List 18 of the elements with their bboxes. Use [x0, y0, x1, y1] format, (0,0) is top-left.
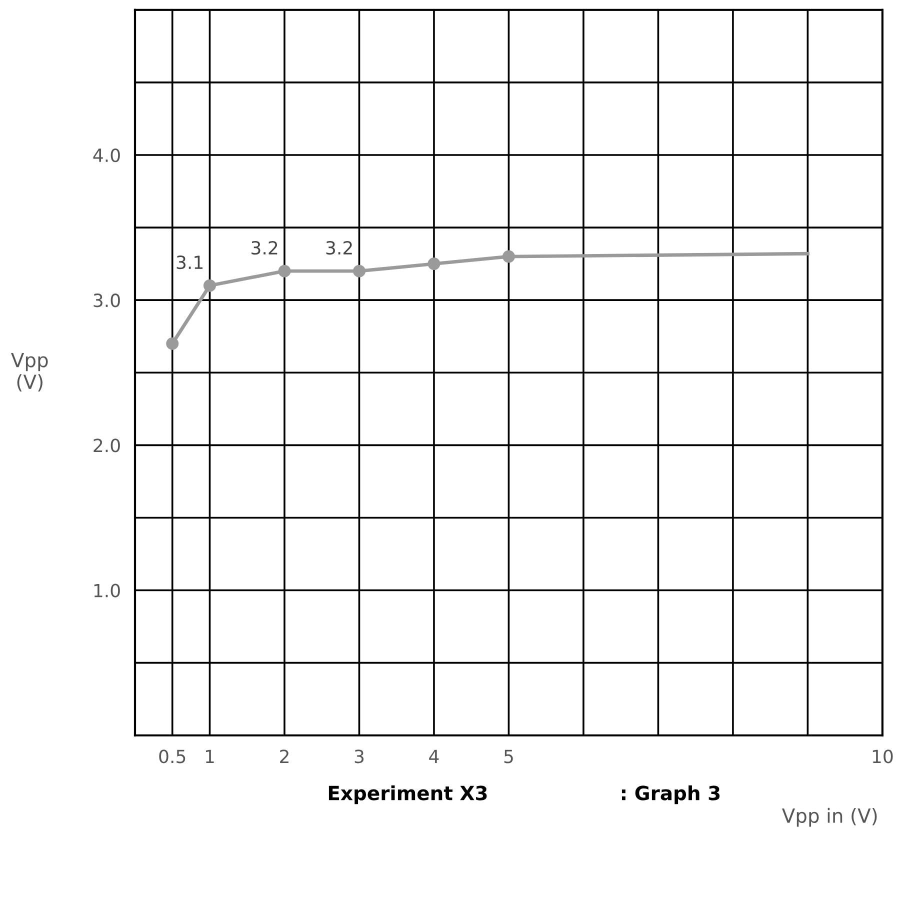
x-tick-label: 1 — [206, 750, 214, 763]
y-tick-label: 1.0 — [94, 584, 120, 598]
text: Experiment X3 — [328, 785, 487, 804]
data-label: 3.2 — [326, 241, 352, 255]
data-label: 3.2 — [252, 241, 278, 255]
y-tick-label: 4.0 — [93, 148, 120, 162]
x-tick-label: 4 — [429, 750, 439, 763]
y-axis-title: Vpp (V) — [11, 352, 48, 392]
y-tick-label: 2.0 — [94, 438, 120, 452]
data-label: 3.1 — [176, 256, 203, 270]
x-axis-title: Vpp in (V) — [782, 808, 877, 827]
x-tick-label: 5 — [504, 750, 513, 764]
x-tick-label: 3 — [354, 750, 364, 764]
text: : Graph 3 — [622, 785, 720, 804]
y-tick-label: 3.0 — [94, 294, 120, 308]
x-tick-label: 0.5 — [159, 750, 186, 764]
x-tick-label: 10 — [872, 750, 893, 764]
x-tick-label: 2 — [280, 750, 288, 763]
